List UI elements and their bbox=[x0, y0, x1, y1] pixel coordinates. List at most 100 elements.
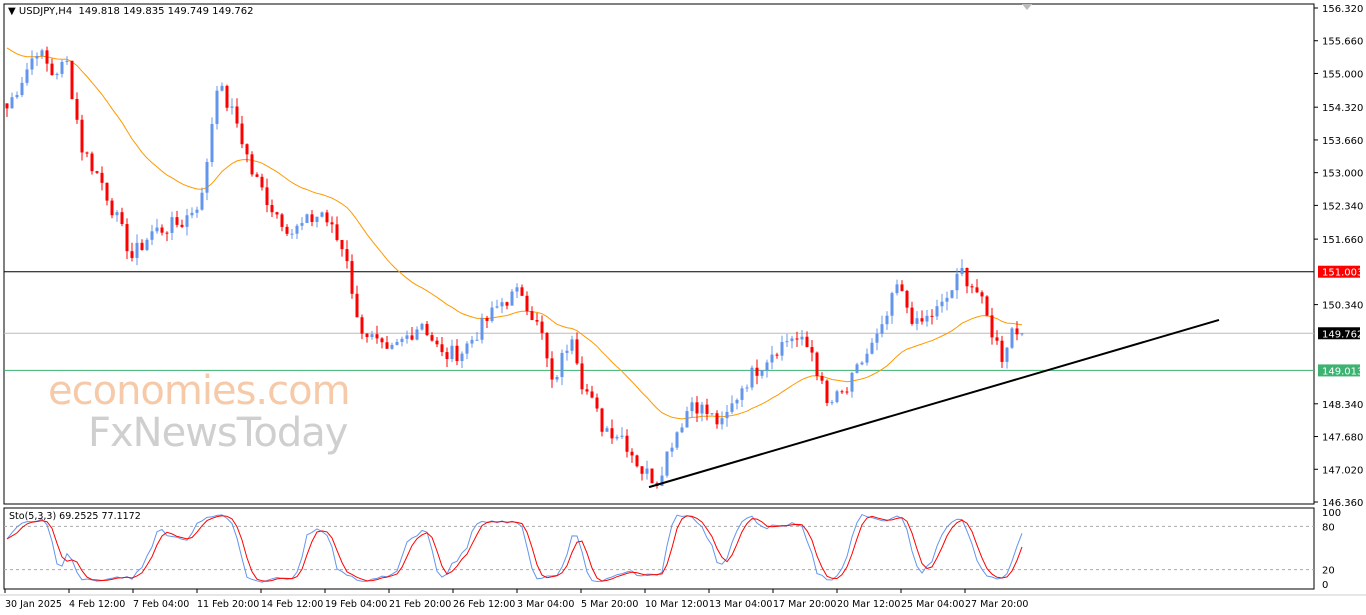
candle-body bbox=[255, 174, 259, 177]
y-tick-label: 151.660 bbox=[1322, 235, 1363, 246]
candle-body bbox=[440, 344, 444, 353]
y-tick-label: 150.340 bbox=[1322, 301, 1363, 312]
shift-marker-icon[interactable] bbox=[1022, 4, 1032, 10]
candle bbox=[300, 217, 304, 231]
candle-body bbox=[135, 242, 139, 258]
candle bbox=[910, 301, 914, 326]
candle-body bbox=[860, 362, 864, 365]
candle bbox=[295, 223, 299, 239]
x-tick-label: 20 Mar 12:00 bbox=[837, 599, 900, 610]
candle bbox=[665, 451, 669, 478]
candle bbox=[740, 385, 744, 408]
current-price-label: 149.762 bbox=[1322, 329, 1363, 340]
candle-body bbox=[115, 212, 119, 216]
candle-body bbox=[660, 475, 664, 486]
candle bbox=[275, 211, 279, 219]
candle-body bbox=[355, 293, 359, 318]
candle bbox=[550, 351, 554, 388]
candle bbox=[945, 291, 949, 311]
y-tick-label: 155.000 bbox=[1322, 69, 1363, 80]
candle-body bbox=[490, 307, 494, 321]
candle-body bbox=[275, 212, 279, 215]
candle-body bbox=[725, 411, 729, 419]
candle-body bbox=[605, 428, 609, 432]
candle bbox=[365, 333, 369, 343]
candle bbox=[1000, 335, 1004, 368]
candle bbox=[1020, 333, 1024, 337]
candle-body bbox=[575, 339, 579, 364]
candle bbox=[875, 328, 879, 351]
candle bbox=[705, 398, 709, 421]
candle-body bbox=[500, 302, 504, 307]
candle-body bbox=[145, 239, 149, 250]
candle bbox=[560, 349, 564, 386]
candle-body bbox=[320, 212, 324, 217]
x-tick-label: 4 Feb 12:00 bbox=[69, 599, 125, 610]
candle-body bbox=[815, 352, 819, 376]
candle bbox=[720, 411, 724, 430]
candle-body bbox=[965, 268, 969, 287]
y-tick-label: 156.320 bbox=[1322, 4, 1363, 15]
stoch-tick-label: 80 bbox=[1322, 522, 1335, 533]
candle-body bbox=[770, 354, 774, 363]
resistance-price-label: 151.003 bbox=[1322, 268, 1363, 279]
candle bbox=[335, 216, 339, 242]
candle bbox=[605, 426, 609, 432]
x-tick-label: 5 Mar 20:00 bbox=[581, 599, 638, 610]
candle bbox=[595, 393, 599, 412]
candle-body bbox=[740, 388, 744, 400]
candle bbox=[590, 385, 594, 399]
candle-body bbox=[915, 318, 919, 324]
candle-body bbox=[630, 451, 634, 456]
candle-body bbox=[335, 224, 339, 240]
candle-body bbox=[555, 376, 559, 380]
candle bbox=[310, 210, 314, 227]
candle-body bbox=[340, 239, 344, 250]
candle-body bbox=[125, 224, 129, 252]
x-tick-label: 3 Mar 04:00 bbox=[517, 599, 574, 610]
candle bbox=[130, 242, 134, 262]
candle-body bbox=[170, 217, 174, 233]
candle bbox=[65, 56, 69, 65]
candle bbox=[940, 293, 944, 313]
candle bbox=[385, 335, 389, 349]
candle bbox=[50, 58, 54, 76]
candle bbox=[190, 207, 194, 219]
candle bbox=[390, 342, 394, 350]
dropdown-triangle-icon[interactable]: ▼ bbox=[8, 6, 16, 17]
candle bbox=[40, 48, 44, 60]
candle-body bbox=[160, 227, 164, 233]
candle-body bbox=[380, 338, 384, 343]
candle bbox=[555, 374, 559, 383]
candle-body bbox=[950, 290, 954, 298]
candle-body bbox=[980, 292, 984, 297]
candle-body bbox=[1000, 340, 1004, 362]
candle bbox=[395, 339, 399, 346]
candle-body bbox=[625, 435, 629, 452]
candle bbox=[485, 315, 489, 328]
x-tick-label: 13 Mar 04:00 bbox=[709, 599, 772, 610]
candle-body bbox=[665, 451, 669, 476]
candle bbox=[490, 301, 494, 323]
watermark-economies: economies.com bbox=[48, 368, 351, 414]
candle-body bbox=[990, 315, 994, 338]
candle bbox=[450, 339, 454, 363]
candle-body bbox=[760, 370, 764, 376]
candle bbox=[915, 311, 919, 331]
candle-body bbox=[280, 214, 284, 227]
candle bbox=[730, 395, 734, 414]
candle-body bbox=[465, 343, 469, 354]
candle bbox=[475, 332, 479, 341]
y-tick-label: 148.340 bbox=[1322, 400, 1363, 411]
current-price-badge bbox=[1318, 327, 1360, 340]
y-tick-label: 153.660 bbox=[1322, 136, 1363, 147]
y-tick-label: 147.020 bbox=[1322, 465, 1363, 476]
candle bbox=[750, 365, 754, 391]
candle-body bbox=[550, 358, 554, 380]
support-price-label: 149.013 bbox=[1322, 366, 1363, 377]
candle-body bbox=[840, 391, 844, 393]
candle bbox=[165, 231, 169, 242]
candle-body bbox=[705, 404, 709, 415]
candle bbox=[635, 454, 639, 468]
